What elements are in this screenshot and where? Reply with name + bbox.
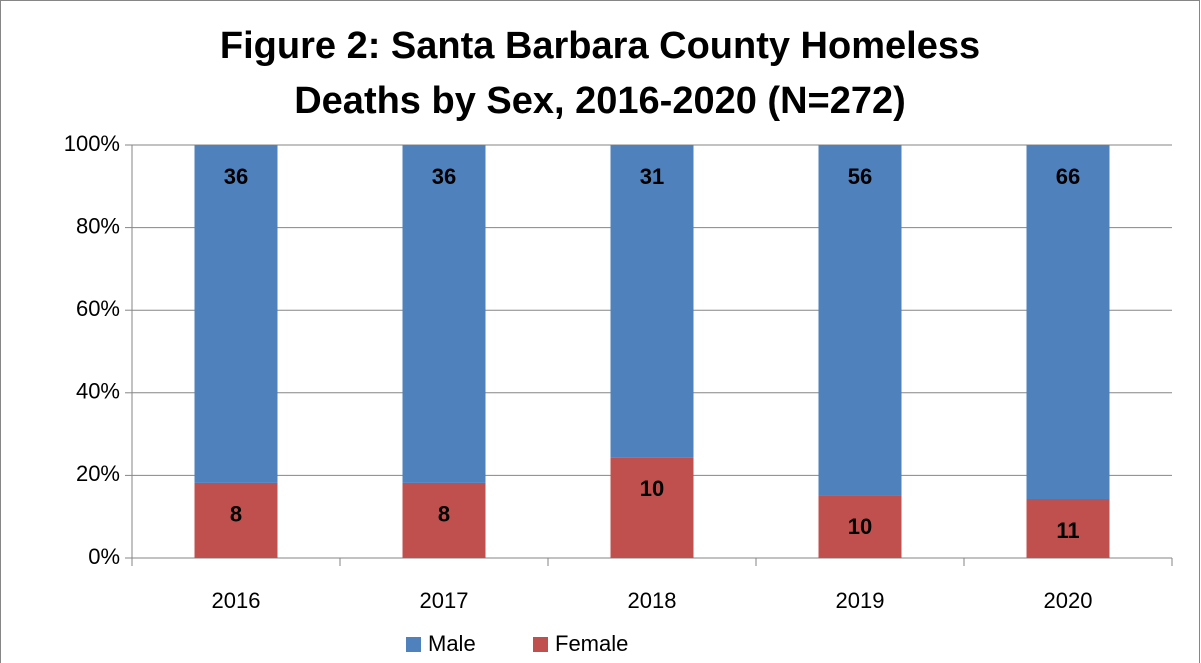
- bar-segment: [402, 145, 486, 483]
- x-tick-label: 2018: [628, 588, 677, 613]
- data-label: 36: [224, 164, 248, 189]
- bar-segment: [194, 145, 278, 483]
- legend-swatch: [533, 637, 548, 652]
- data-label: 66: [1056, 164, 1080, 189]
- bar-segment: [818, 145, 902, 496]
- legend-label: Male: [428, 631, 476, 656]
- y-tick-label: 60%: [76, 296, 120, 321]
- bar-segment: [1026, 145, 1110, 499]
- y-tick-label: 0%: [88, 544, 120, 569]
- bar-segment: [1026, 499, 1110, 558]
- data-label: 31: [640, 164, 664, 189]
- x-tick-label: 2020: [1044, 588, 1093, 613]
- data-label: 8: [438, 502, 450, 527]
- data-label: 8: [230, 502, 242, 527]
- bar-segment: [194, 482, 278, 558]
- legend-label: Female: [555, 631, 628, 656]
- bar-segment: [610, 145, 694, 458]
- data-label: 10: [848, 514, 872, 539]
- y-tick-label: 80%: [76, 213, 120, 238]
- data-label: 36: [432, 164, 456, 189]
- data-label: 10: [640, 476, 664, 501]
- x-tick-label: 2016: [212, 588, 261, 613]
- y-tick-label: 100%: [64, 131, 120, 156]
- bar-segment: [402, 482, 486, 558]
- data-label: 56: [848, 164, 872, 189]
- bar-segment: [818, 495, 902, 558]
- y-tick-label: 20%: [76, 461, 120, 486]
- bar-segment: [610, 457, 694, 558]
- chart-title: Figure 2: Santa Barbara County Homeless: [220, 25, 980, 67]
- legend-swatch: [406, 637, 421, 652]
- x-tick-label: 2019: [836, 588, 885, 613]
- data-label: 11: [1056, 518, 1079, 543]
- chart-title: Deaths by Sex, 2016-2020 (N=272): [294, 80, 906, 122]
- y-tick-label: 40%: [76, 379, 120, 404]
- x-tick-label: 2017: [420, 588, 469, 613]
